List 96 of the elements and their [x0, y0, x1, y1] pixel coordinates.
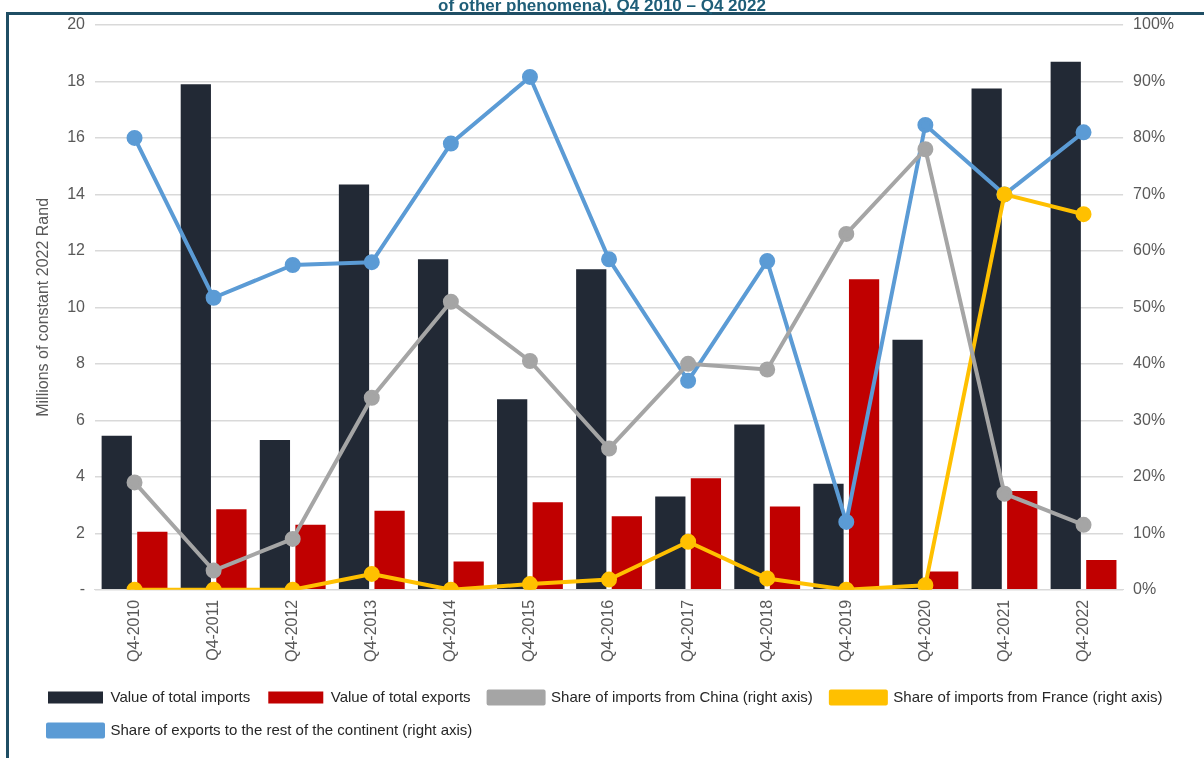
point: [205, 562, 222, 579]
point: [917, 577, 934, 590]
y2-tick-label: 30%: [1133, 410, 1166, 428]
point: [759, 361, 776, 378]
bar: [1050, 61, 1081, 589]
x-tick-label: Q4-2010: [124, 599, 142, 662]
point: [759, 253, 776, 270]
legend-label: Value of total imports: [110, 687, 251, 705]
bar: [216, 509, 247, 589]
bar: [497, 399, 528, 589]
y-tick-label: 20: [67, 15, 86, 33]
x-tick-label: Q4-2021: [994, 599, 1012, 662]
bar: [611, 516, 642, 589]
x-tick-label: Q4-2020: [915, 599, 933, 662]
bar: [576, 269, 607, 589]
x-tick-label: Q4-2022: [1073, 599, 1091, 662]
point: [363, 565, 380, 582]
bar: [1086, 560, 1117, 589]
legend-label: Share of exports to the rest of the continent (right axis): [110, 720, 473, 738]
y2-tick-label: 40%: [1133, 354, 1166, 372]
x-tick-label: Q4-2015: [520, 599, 538, 662]
x-tick-label: Q4-2016: [599, 599, 617, 662]
point: [442, 135, 459, 152]
x-tick-label: Q4-2012: [283, 599, 301, 662]
point: [521, 353, 538, 370]
x-tick-label: Q4-2013: [362, 599, 380, 662]
point: [521, 68, 538, 85]
x-tick-label: Q4-2011: [204, 599, 222, 661]
point: [205, 289, 222, 306]
y2-tick-label: 60%: [1133, 241, 1166, 259]
y2-tick-label: 80%: [1133, 128, 1166, 146]
x-tick-label: Q4-2019: [836, 599, 854, 662]
y-tick-label: -: [79, 580, 85, 598]
y2-tick-label: 0%: [1133, 580, 1157, 598]
bar: [769, 506, 801, 589]
y-tick-label: 14: [67, 184, 86, 202]
point: [126, 129, 143, 146]
y2-tick-label: 50%: [1133, 297, 1166, 315]
bar: [180, 84, 211, 589]
bar: [1007, 490, 1038, 589]
bar: [734, 424, 765, 589]
y-tick-label: 16: [67, 128, 86, 146]
point: [521, 576, 538, 590]
bar: [374, 510, 405, 589]
x-tick-label: Q4-2017: [678, 599, 696, 662]
y-axis-title: Millions of constant 2022 Rand: [34, 197, 52, 417]
bar: [532, 502, 563, 589]
legend-label: Share of imports from France (right axis): [893, 687, 1163, 705]
point: [1075, 124, 1092, 141]
point: [917, 116, 934, 133]
point: [680, 372, 697, 389]
point: [1075, 516, 1092, 533]
point: [284, 257, 301, 274]
bar: [892, 339, 923, 589]
point: [442, 293, 459, 310]
y2-tick-label: 10%: [1133, 523, 1166, 541]
point: [284, 530, 301, 547]
point: [680, 355, 697, 372]
bar: [971, 88, 1002, 589]
point: [363, 389, 380, 406]
x-tick-label: Q4-2014: [441, 599, 459, 662]
y-tick-label: 18: [67, 71, 86, 89]
bar: [338, 184, 370, 589]
y-tick-label: 10: [67, 297, 86, 315]
legend-label: Share of imports from China (right axis): [551, 687, 813, 705]
point: [363, 254, 380, 271]
y2-tick-label: 70%: [1133, 184, 1166, 202]
bar: [101, 435, 132, 589]
point: [680, 533, 697, 550]
point: [1075, 206, 1092, 223]
point: [601, 251, 618, 268]
y-tick-label: 8: [76, 354, 86, 372]
y-tick-label: 2: [76, 523, 86, 541]
point: [601, 571, 618, 588]
point: [838, 513, 855, 530]
y2-tick-label: 90%: [1133, 71, 1166, 89]
point: [917, 141, 934, 158]
y2-tick-label: 100%: [1133, 15, 1174, 33]
point: [996, 485, 1013, 502]
bar: [813, 483, 844, 589]
point: [838, 225, 855, 242]
point: [759, 570, 776, 587]
bar: [259, 440, 291, 589]
y-tick-label: 4: [76, 467, 86, 485]
point: [126, 474, 143, 491]
bar: [848, 279, 880, 589]
y2-tick-label: 20%: [1133, 467, 1166, 485]
bar: [655, 496, 686, 589]
bar: [417, 259, 449, 589]
x-tick-label: Q4-2018: [757, 599, 775, 662]
legend-label: Value of total exports: [330, 687, 471, 705]
point: [601, 440, 618, 457]
y-tick-label: 12: [67, 241, 86, 259]
y-tick-label: 6: [76, 410, 86, 428]
bar: [137, 531, 168, 589]
bar: [690, 478, 722, 589]
